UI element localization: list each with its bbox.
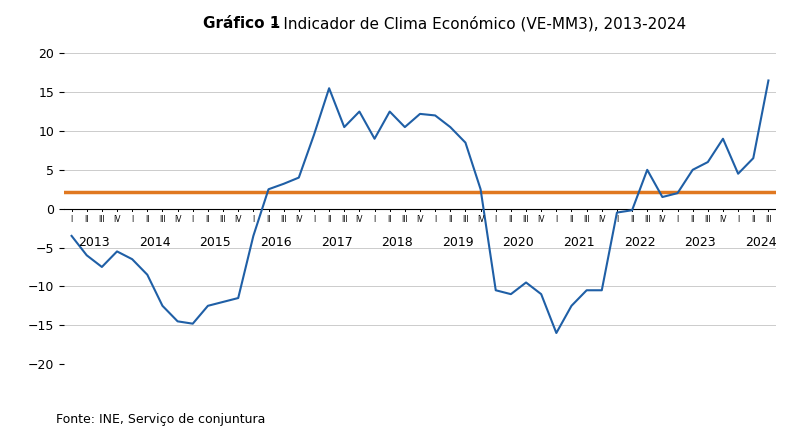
- Text: 2023: 2023: [685, 236, 716, 249]
- Text: IV: IV: [538, 215, 545, 224]
- Text: – Indicador de Clima Económico (VE-MM3), 2013-2024: – Indicador de Clima Económico (VE-MM3),…: [266, 16, 686, 31]
- Text: I: I: [616, 215, 618, 224]
- Text: II: II: [327, 215, 331, 224]
- Text: Gráfico 1: Gráfico 1: [202, 16, 280, 31]
- Text: II: II: [387, 215, 392, 224]
- Text: 2022: 2022: [624, 236, 655, 249]
- Text: I: I: [737, 215, 739, 224]
- Text: III: III: [159, 215, 166, 224]
- Text: IV: IV: [114, 215, 121, 224]
- Text: III: III: [220, 215, 226, 224]
- Text: III: III: [765, 215, 772, 224]
- Text: IV: IV: [234, 215, 242, 224]
- Text: II: II: [85, 215, 89, 224]
- Text: II: II: [751, 215, 755, 224]
- Text: Fonte: INE, Serviço de conjuntura: Fonte: INE, Serviço de conjuntura: [56, 413, 266, 426]
- Text: III: III: [644, 215, 650, 224]
- Text: I: I: [131, 215, 134, 224]
- Text: I: I: [434, 215, 436, 224]
- Text: IV: IV: [719, 215, 726, 224]
- Text: 2020: 2020: [502, 236, 534, 249]
- Text: 2021: 2021: [563, 236, 595, 249]
- Text: 2015: 2015: [200, 236, 231, 249]
- Text: II: II: [448, 215, 453, 224]
- Text: III: III: [462, 215, 469, 224]
- Text: 2017: 2017: [321, 236, 353, 249]
- Text: 2024: 2024: [745, 236, 777, 249]
- Text: III: III: [341, 215, 348, 224]
- Text: 2016: 2016: [260, 236, 292, 249]
- Text: II: II: [690, 215, 695, 224]
- Text: IV: IV: [295, 215, 302, 224]
- Text: IV: IV: [356, 215, 363, 224]
- Text: I: I: [374, 215, 376, 224]
- Text: III: III: [402, 215, 408, 224]
- Text: 2019: 2019: [442, 236, 474, 249]
- Text: 2013: 2013: [78, 236, 110, 249]
- Text: 2014: 2014: [139, 236, 170, 249]
- Text: IV: IV: [477, 215, 484, 224]
- Text: III: III: [705, 215, 711, 224]
- Text: I: I: [70, 215, 73, 224]
- Text: II: II: [206, 215, 210, 224]
- Text: II: II: [630, 215, 634, 224]
- Text: IV: IV: [174, 215, 182, 224]
- Text: I: I: [494, 215, 497, 224]
- Text: II: II: [145, 215, 150, 224]
- Text: 2018: 2018: [382, 236, 413, 249]
- Text: I: I: [677, 215, 678, 224]
- Text: I: I: [252, 215, 254, 224]
- Text: IV: IV: [598, 215, 606, 224]
- Text: III: III: [522, 215, 530, 224]
- Text: II: II: [509, 215, 513, 224]
- Text: III: III: [280, 215, 287, 224]
- Text: I: I: [192, 215, 194, 224]
- Text: III: III: [98, 215, 106, 224]
- Text: I: I: [313, 215, 315, 224]
- Text: II: II: [266, 215, 270, 224]
- Text: IV: IV: [658, 215, 666, 224]
- Text: I: I: [555, 215, 558, 224]
- Text: IV: IV: [416, 215, 424, 224]
- Text: III: III: [583, 215, 590, 224]
- Text: II: II: [570, 215, 574, 224]
